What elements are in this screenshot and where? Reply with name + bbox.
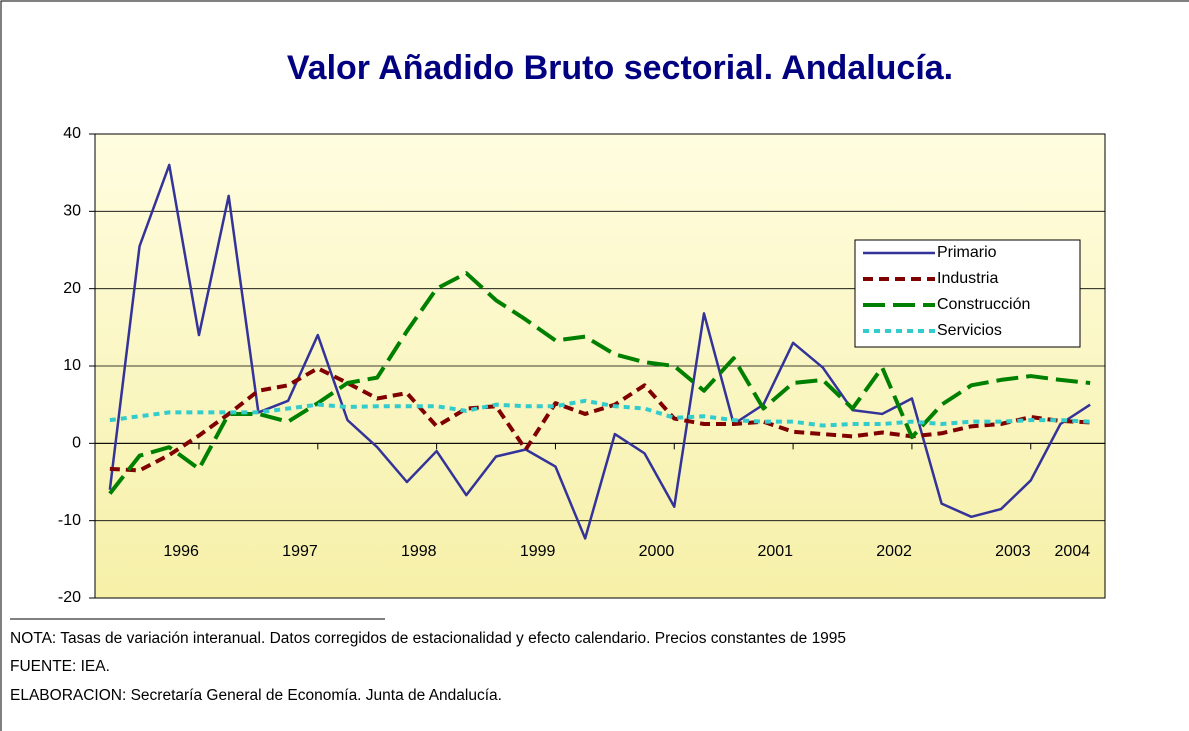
legend-label: Construcción	[937, 296, 1030, 313]
x-tick-label: 1999	[520, 543, 556, 560]
y-tick-label: 30	[63, 203, 81, 220]
legend-label: Industria	[937, 270, 998, 287]
y-tick-label: 10	[63, 357, 81, 374]
legend-label: Primario	[937, 244, 997, 261]
legend-label: Servicios	[937, 322, 1002, 339]
series-line	[109, 366, 1091, 473]
y-tick-label: 20	[63, 280, 81, 297]
y-tick-label: -20	[58, 589, 81, 606]
source: FUENTE: IEA.	[10, 658, 110, 675]
y-tick-label: 0	[72, 435, 81, 452]
x-tick-label: 1996	[163, 543, 199, 560]
chart-title: Valor Añadido Bruto sectorial. Andalucía…	[287, 49, 953, 87]
x-tick-label: 2000	[639, 543, 675, 560]
legend-box	[854, 239, 1081, 348]
x-tick-label: 2002	[876, 543, 912, 560]
series-line	[108, 271, 1091, 495]
x-tick-label: 1997	[282, 543, 318, 560]
y-tick-label: 40	[63, 125, 81, 142]
credit: ELABORACION: Secretaría General de Econo…	[10, 687, 502, 704]
y-tick-label: -10	[58, 512, 81, 529]
x-tick-label: 1998	[401, 543, 437, 560]
series-line	[108, 163, 1091, 540]
note: NOTA: Tasas de variación interanual. Dat…	[10, 630, 847, 647]
x-tick-label: 2001	[757, 543, 793, 560]
x-tick-label: 2003	[995, 543, 1031, 560]
x-tick-label: 2004	[1055, 543, 1091, 560]
